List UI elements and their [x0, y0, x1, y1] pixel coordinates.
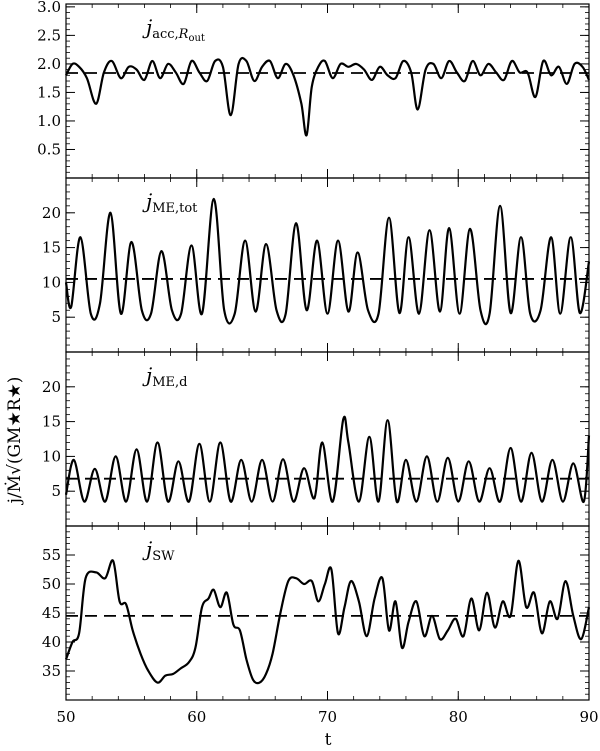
x-tick-label: 50: [56, 708, 75, 726]
x-axis-label: t: [325, 730, 332, 750]
y-tick-label: 0.5: [37, 140, 61, 158]
y-tick-label: 50: [42, 575, 61, 593]
y-tick-label: 3.0: [37, 0, 61, 16]
panel-4: 35 40 45 50 55 jSW: [42, 525, 591, 701]
y-tick-label: 15: [42, 239, 61, 257]
panel-frame: [65, 177, 590, 353]
y-tick-label: 55: [42, 546, 61, 564]
y-tick-label: 2.5: [37, 26, 61, 44]
panel-label: jSW: [142, 537, 175, 564]
y-tick-label: 10: [42, 273, 61, 291]
y-tick-label: 15: [42, 413, 61, 431]
y-tick-label: 40: [42, 633, 61, 651]
panel-2: 5 10 15 20 jME,tot: [42, 177, 591, 353]
panel-1: 0.5 1.0 1.5 2.0 2.5 3.0 jacc,Rout: [37, 0, 590, 179]
y-axis-label: j/Ṁ√(GM★R★): [4, 377, 25, 506]
x-tick-label: 60: [187, 708, 206, 726]
panels: 0.5 1.0 1.5 2.0 2.5 3.0 jacc,Rout 5 10 15 20 jME,to…: [37, 0, 598, 726]
y-tick-label: 45: [42, 604, 61, 622]
x-tick-label: 80: [449, 708, 468, 726]
x-tick-label: 90: [579, 708, 598, 726]
y-tick-label: 20: [42, 378, 61, 396]
panel-label: jME,d: [142, 363, 187, 390]
series-line: [64, 559, 591, 685]
series-line: [65, 56, 590, 137]
y-tick-label: 1.0: [37, 112, 61, 130]
panel-label: jME,tot: [142, 189, 198, 216]
y-tick-label: 5: [51, 308, 61, 326]
y-tick-label: 10: [42, 447, 61, 465]
series-line: [64, 197, 591, 326]
y-tick-label: 1.5: [37, 83, 61, 101]
y-tick-label: 35: [42, 662, 61, 680]
y-tick-label: 5: [51, 482, 61, 500]
panel-frame: [65, 3, 590, 179]
y-tick-label: 2.0: [37, 55, 61, 73]
panel-frame: [65, 351, 590, 527]
panel-3: 5 10 15 20 jME,d: [42, 351, 591, 527]
y-tick-label: 20: [42, 204, 61, 222]
panel-label: jacc,Rout: [142, 15, 205, 44]
series-line: [64, 415, 591, 503]
x-tick-label: 70: [318, 708, 337, 726]
